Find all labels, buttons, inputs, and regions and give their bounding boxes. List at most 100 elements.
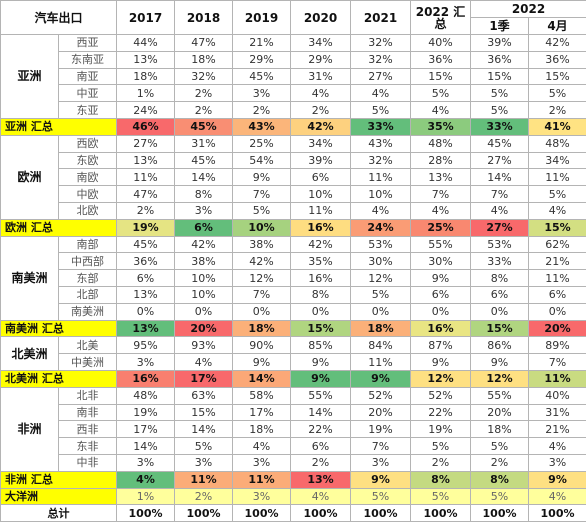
value-cell: 27% bbox=[116, 134, 176, 153]
value-cell: 11% bbox=[350, 168, 412, 187]
summary-label: 北美洲 汇总 bbox=[0, 369, 118, 388]
value-cell: 10% bbox=[290, 185, 352, 203]
value-cell: 20% bbox=[350, 403, 412, 422]
value-cell: 5% bbox=[528, 185, 586, 203]
value-cell: 39% bbox=[290, 151, 352, 170]
value-cell: 30% bbox=[410, 252, 472, 271]
value-cell: 3% bbox=[116, 353, 176, 371]
summary-label: 非洲 汇总 bbox=[0, 470, 118, 489]
value-cell: 5% bbox=[232, 201, 292, 220]
summary-value: 27% bbox=[470, 218, 530, 237]
value-cell: 36% bbox=[470, 50, 530, 69]
value-cell: 54% bbox=[232, 151, 292, 170]
summary-value: 4% bbox=[116, 470, 176, 489]
year-header: 2022 bbox=[470, 0, 586, 18]
value-cell: 5% bbox=[410, 84, 472, 103]
data-row: 南非 19% 15% 17% 14% 20% 22% 20% 31% bbox=[1, 403, 586, 422]
value-cell: 5% bbox=[410, 437, 472, 455]
value-cell: 3% bbox=[174, 453, 234, 472]
value-cell: 7% bbox=[232, 285, 292, 304]
value-cell: 32% bbox=[350, 34, 412, 52]
value-cell: 5% bbox=[410, 487, 472, 506]
summary-value: 46% bbox=[116, 117, 176, 136]
value-cell: 2% bbox=[290, 101, 352, 119]
subregion-cell: 中欧 bbox=[57, 185, 118, 203]
value-cell: 21% bbox=[528, 252, 586, 271]
value-cell: 40% bbox=[410, 34, 472, 52]
value-cell: 0% bbox=[116, 302, 176, 321]
data-row: 东南亚 13% 18% 29% 29% 32% 36% 36% 36% bbox=[1, 50, 586, 69]
total-label: 总计 bbox=[0, 504, 118, 522]
value-cell: 53% bbox=[350, 235, 412, 254]
table-header: 汽车出口 2017 2018 2019 2020 2021 2022 汇总 2022 1季 4月 bbox=[0, 0, 586, 35]
value-cell: 100% bbox=[232, 504, 292, 522]
value-cell: 32% bbox=[350, 151, 412, 170]
value-cell: 25% bbox=[232, 134, 292, 153]
value-cell: 9% bbox=[410, 269, 472, 287]
value-cell: 90% bbox=[232, 336, 292, 355]
subregion-cell: 中亚 bbox=[57, 84, 118, 103]
summary-value: 11% bbox=[232, 470, 292, 489]
value-cell: 12% bbox=[350, 269, 412, 287]
value-cell: 11% bbox=[350, 353, 412, 371]
summary-value: 15% bbox=[290, 319, 352, 338]
data-row: 南美洲 南部 45% 42% 38% 42% 53% 55% 53% 62% bbox=[0, 235, 586, 321]
value-cell: 5% bbox=[350, 285, 412, 304]
value-cell: 5% bbox=[470, 101, 530, 119]
value-cell: 15% bbox=[410, 67, 472, 86]
value-cell: 21% bbox=[528, 420, 586, 439]
value-cell: 100% bbox=[290, 504, 352, 522]
data-row: 亚洲 西亚 44% 47% 21% 34% 32% 40% 39% 42% bbox=[0, 34, 586, 119]
value-cell: 42% bbox=[528, 34, 586, 52]
value-cell: 9% bbox=[410, 353, 472, 371]
value-cell: 17% bbox=[232, 403, 292, 422]
value-cell: 100% bbox=[528, 504, 586, 522]
summary-value: 8% bbox=[410, 470, 472, 489]
value-cell: 36% bbox=[528, 50, 586, 69]
value-cell: 53% bbox=[470, 235, 530, 254]
value-cell: 2% bbox=[290, 453, 352, 472]
value-cell: 6% bbox=[290, 168, 352, 187]
value-cell: 36% bbox=[116, 252, 176, 271]
value-cell: 48% bbox=[528, 134, 586, 153]
region-cell: 欧洲 bbox=[0, 134, 59, 220]
value-cell: 22% bbox=[290, 420, 352, 439]
value-cell: 42% bbox=[290, 235, 352, 254]
value-cell: 12% bbox=[232, 269, 292, 287]
value-cell: 24% bbox=[116, 101, 176, 119]
summary-value: 12% bbox=[410, 369, 472, 388]
value-cell: 2% bbox=[232, 101, 292, 119]
summary-value: 19% bbox=[116, 218, 176, 237]
value-cell: 15% bbox=[528, 67, 586, 86]
data-row: 西非 17% 14% 18% 22% 19% 19% 18% 21% bbox=[1, 420, 586, 439]
value-cell: 7% bbox=[528, 353, 586, 371]
value-cell: 43% bbox=[350, 134, 412, 153]
value-cell: 42% bbox=[232, 252, 292, 271]
value-cell: 8% bbox=[290, 285, 352, 304]
subregion-cell: 南部 bbox=[57, 235, 118, 254]
value-cell: 4% bbox=[232, 437, 292, 455]
value-cell: 27% bbox=[350, 67, 412, 86]
value-cell: 0% bbox=[290, 302, 352, 321]
value-cell: 17% bbox=[116, 420, 176, 439]
value-cell: 32% bbox=[350, 50, 412, 69]
value-cell: 13% bbox=[116, 285, 176, 304]
summary-value: 9% bbox=[528, 470, 586, 489]
value-cell: 3% bbox=[528, 453, 586, 472]
value-cell: 34% bbox=[290, 134, 352, 153]
value-cell: 1% bbox=[116, 487, 176, 506]
subregion-cell: 北非 bbox=[57, 386, 118, 405]
subregion-cell: 东亚 bbox=[57, 101, 118, 119]
value-cell: 6% bbox=[116, 269, 176, 287]
data-row: 欧洲 西欧 27% 31% 25% 34% 43% 48% 45% 48% bbox=[0, 134, 586, 220]
value-cell: 3% bbox=[116, 453, 176, 472]
value-cell: 4% bbox=[290, 487, 352, 506]
data-row: 东部 6% 10% 12% 16% 12% 9% 8% 11% bbox=[1, 269, 586, 287]
value-cell: 89% bbox=[528, 336, 586, 355]
value-cell: 19% bbox=[116, 403, 176, 422]
value-cell: 9% bbox=[232, 168, 292, 187]
data-row: 中非 3% 3% 3% 2% 3% 2% 2% 3% bbox=[1, 453, 586, 472]
subregion-cell: 南亚 bbox=[57, 67, 118, 86]
value-cell: 36% bbox=[410, 50, 472, 69]
